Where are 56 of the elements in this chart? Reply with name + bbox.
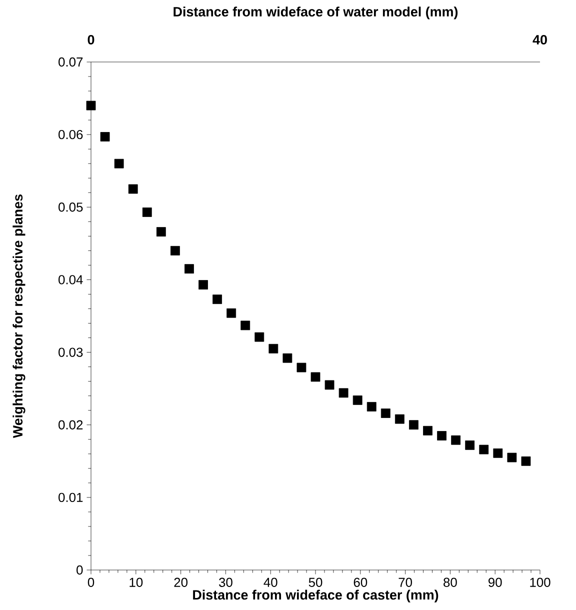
point <box>409 420 418 430</box>
y-tick-label: 0.04 <box>58 275 83 284</box>
point <box>521 456 531 466</box>
x-tick-label: 40 <box>264 578 278 587</box>
y-tick-label: 0.05 <box>58 202 83 212</box>
point <box>423 426 432 436</box>
x-tick-label: 60 <box>354 578 368 587</box>
point <box>128 184 138 194</box>
point <box>479 444 489 454</box>
y-tick-label: 0.03 <box>58 348 83 357</box>
point <box>212 294 222 304</box>
x-tick-label: 0 <box>88 578 94 587</box>
point <box>114 158 124 168</box>
point <box>226 308 236 318</box>
point <box>352 395 362 405</box>
point <box>100 132 110 142</box>
point <box>394 414 404 424</box>
x-tick-label: 90 <box>488 578 502 587</box>
point <box>310 372 320 382</box>
point <box>254 332 264 342</box>
x2-axis-title: Distance from wideface of water model (mm) <box>174 6 458 20</box>
y-axis-title: Weighting factor for respective planes <box>12 194 26 438</box>
x-axis-title: Distance from wideface of caster (mm) <box>193 590 438 602</box>
x-tick-label: 50 <box>308 578 322 587</box>
x-tick-label: 30 <box>219 578 232 587</box>
point <box>366 402 376 412</box>
point <box>507 452 517 462</box>
x-tick-label: 70 <box>398 578 412 587</box>
point <box>282 353 292 363</box>
x2-tick-label: 40 <box>532 34 547 45</box>
y-tick-label: 0 <box>76 565 83 575</box>
point <box>170 246 180 256</box>
x-tick-label: 10 <box>130 578 143 587</box>
point <box>493 448 503 458</box>
x2-tick-label: 0 <box>88 34 94 45</box>
x-tick-label: 20 <box>174 578 188 587</box>
x-tick-label: 100 <box>530 578 550 587</box>
point <box>156 227 166 237</box>
point <box>338 388 348 398</box>
point <box>142 208 152 217</box>
point <box>465 440 475 450</box>
x-tick-label: 80 <box>444 578 457 587</box>
point <box>324 380 334 390</box>
point <box>240 320 250 330</box>
y-tick-label: 0.02 <box>58 420 83 430</box>
y-tick-label: 0.01 <box>58 492 83 502</box>
y-tick-label: 0.06 <box>58 130 83 140</box>
point <box>268 344 278 354</box>
point <box>86 100 96 110</box>
point <box>380 408 390 418</box>
point <box>451 435 461 445</box>
y-tick-label: 0.07 <box>58 57 83 67</box>
point <box>437 431 446 440</box>
point <box>198 280 208 290</box>
point <box>184 264 194 274</box>
point <box>296 362 306 372</box>
